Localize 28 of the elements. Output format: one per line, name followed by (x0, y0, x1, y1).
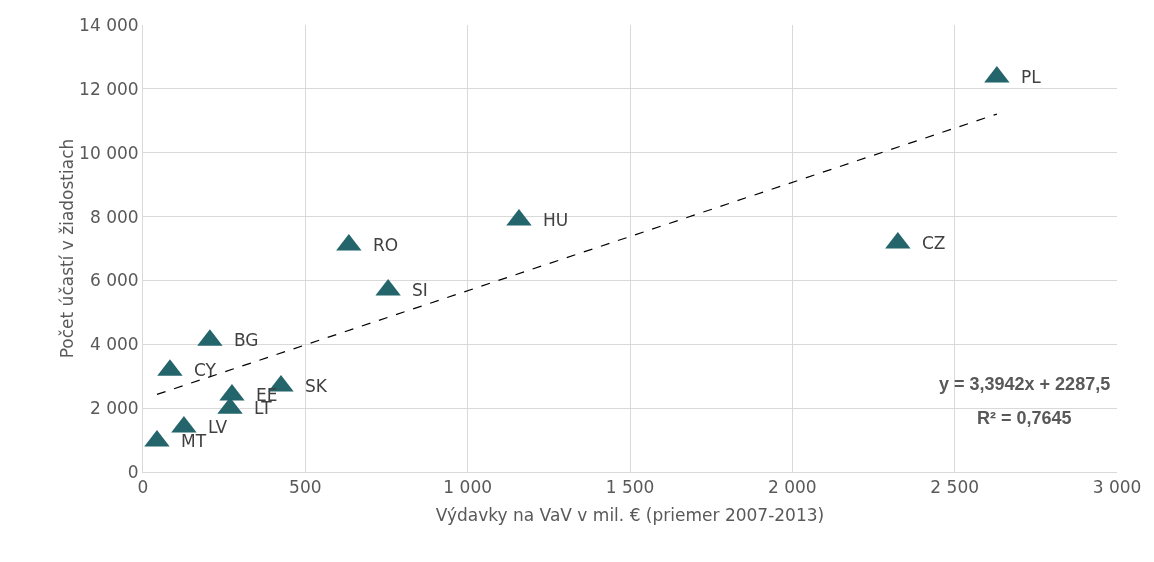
annotation: SK (305, 376, 328, 396)
x-tick-label: 1 500 (605, 477, 655, 498)
y-axis-title: Počet účastí v žiadostiach (57, 138, 78, 359)
y-tick-label: 10 000 (79, 142, 139, 163)
y-tick-label: 4 000 (89, 334, 139, 355)
annotation: CY (194, 360, 217, 380)
annotation: SI (412, 280, 428, 300)
y-tick-label: 12 000 (79, 78, 139, 99)
x-tick-label: 3 000 (1092, 477, 1142, 498)
x-tick-label: 2 000 (767, 477, 817, 498)
y-tick-label: 6 000 (89, 270, 139, 291)
x-tick-label: 2 500 (930, 477, 980, 498)
annotation: R² = 0,7645 (977, 408, 1072, 428)
annotation: RO (373, 235, 399, 255)
annotation: LV (208, 417, 228, 437)
y-tick-label: 2 000 (89, 398, 139, 419)
annotation: PL (1021, 67, 1042, 87)
y-tick-label: 0 (127, 461, 139, 482)
x-tick-label: 500 (289, 477, 322, 498)
y-tick-label: 14 000 (79, 14, 139, 35)
annotation: BG (234, 330, 259, 350)
annotation: y = 3,3942x + 2287,5 (939, 374, 1111, 394)
x-tick-label: 1 000 (443, 477, 493, 498)
x-axis-title: Výdavky na VaV v mil. € (priemer 2007-2013) (435, 504, 825, 525)
annotation: MT (181, 431, 207, 451)
annotation: CZ (922, 233, 946, 253)
annotation: HU (543, 210, 569, 230)
y-tick-label: 8 000 (89, 206, 139, 227)
